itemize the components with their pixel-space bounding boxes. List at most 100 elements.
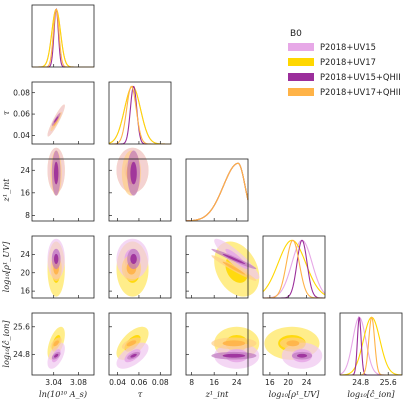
xaxis-label-As: ln(10¹⁰ A_s): [39, 389, 87, 399]
panel-As-As: [31, 4, 95, 68]
yaxis-label-rho: log₁₀[ρ¹_UV]: [1, 241, 11, 293]
ytick-label: 0.06: [13, 110, 30, 119]
legend-swatch-0: [288, 43, 314, 51]
legend: B0 P2018+UV15 P2018+UV17 P2018+UV15+QHII P20…: [288, 29, 401, 97]
panel-frame: [31, 158, 95, 222]
panel-tau-cion: 0.04 0.06 0.08: [108, 312, 172, 387]
xtick-label: 3.04: [45, 378, 62, 387]
legend-swatch-1: [288, 58, 314, 66]
xtick-label: 0.08: [152, 378, 169, 387]
panel-zint-rho: [185, 235, 260, 299]
xaxis-label-rho: log₁₀[ρ¹_UV]: [269, 389, 321, 399]
marginal-line-As-2: [32, 7, 94, 68]
panels: 0.04 0.06 0.08 8 16 24 16 20 24 3.04 3.08 24.8 25.6 0…: [1, 4, 403, 399]
marginal-line-rho-3: [263, 239, 325, 299]
panel-frame: [31, 81, 95, 145]
yaxis-label-cion: log₁₀[ĉ_ion]: [1, 320, 11, 368]
panel-zint-zint: [185, 158, 249, 222]
marginal-line-As-1: [32, 8, 94, 68]
panel-frame: [185, 158, 249, 222]
ytick-label: 24: [20, 250, 30, 259]
marginal-line-tau-2: [109, 85, 171, 145]
ytick-label: 20: [20, 268, 30, 277]
panel-frame: [339, 312, 403, 376]
panel-rho-rho: [262, 235, 326, 299]
legend-swatch-3: [288, 88, 314, 96]
panel-tau-tau: [108, 81, 172, 145]
marginal-line-cion-3: [340, 316, 402, 376]
contour-As-tau-s2-inner: [54, 116, 59, 123]
contour-tau-cion-s3-inner: [126, 340, 137, 347]
contour-tau-zint-s2-inner: [130, 161, 137, 185]
panel-zint-cion: 8 16 24: [185, 312, 260, 387]
contour-As-rho-s2-inner: [54, 253, 59, 265]
legend-entry-3: P2018+UV17+QHII: [320, 87, 401, 97]
ytick-label: 16: [20, 287, 30, 296]
panel-frame: [108, 312, 172, 376]
panel-frame: [31, 235, 95, 299]
panel-As-zint: 8 16 24: [20, 147, 95, 222]
ytick-label: 24.8: [13, 350, 30, 359]
marginal-line-zint-0: [185, 162, 249, 222]
xtick-label: 0.06: [130, 378, 147, 387]
contour-As-cion-s2-inner: [54, 353, 59, 358]
ytick-label: 8: [25, 211, 30, 220]
legend-swatch-2: [288, 73, 314, 81]
marginal-line-As-3: [32, 8, 94, 68]
marginal-line-cion-1: [339, 316, 403, 376]
yaxis-label-tau: τ: [1, 110, 11, 115]
legend-entry-0: P2018+UV15: [320, 42, 376, 52]
contour-rho-cion-s3-inner: [286, 340, 300, 347]
legend-entry-2: P2018+UV15+QHII: [320, 72, 401, 82]
xaxis-label-cion: log₁₀[ĉ_ion]: [347, 389, 395, 399]
panel-frame: [108, 81, 172, 145]
panel-tau-rho: [108, 235, 172, 299]
panel-As-rho: 16 20 24: [20, 235, 95, 299]
marginal-line-cion-2: [340, 316, 402, 376]
contour-tau-rho-s2-inner: [130, 253, 137, 265]
panel-rho-cion: 16 20 24: [262, 312, 326, 387]
xaxis-label-tau: τ: [138, 389, 143, 399]
panel-frame: [262, 312, 326, 376]
panel-frame: [31, 4, 95, 68]
xtick-label: 0.04: [109, 378, 126, 387]
xtick-label: 24.8: [352, 378, 369, 387]
panel-frame: [185, 312, 249, 376]
panel-frame: [31, 312, 95, 376]
legend-entry-1: P2018+UV17: [320, 57, 376, 67]
contour-zint-cion-s2-inner: [222, 353, 246, 358]
panel-frame: [262, 235, 326, 299]
marginal-line-zint-3: [185, 162, 249, 222]
marginal-line-cion-0: [339, 316, 402, 376]
ytick-label: 16: [20, 188, 30, 197]
xtick-label: 16: [265, 378, 275, 387]
marginal-line-zint-1: [185, 162, 249, 222]
marginal-line-rho-2: [263, 239, 325, 299]
legend-title: B0: [290, 29, 302, 39]
xtick-label: 25.6: [380, 378, 397, 387]
marginal-line-As-0: [32, 8, 94, 68]
contour-zint-cion-s3-inner: [222, 340, 246, 347]
contour-zint-rho-s2-inner: [222, 253, 246, 265]
contour-As-zint-s2-inner: [54, 161, 59, 185]
panel-frame: [108, 158, 172, 222]
marginal-line-zint-2: [185, 162, 249, 222]
contour-tau-cion-s2-inner: [130, 353, 137, 358]
marginal-line-rho-0: [262, 239, 326, 299]
xtick-label: 16: [209, 378, 219, 387]
xtick-label: 20: [283, 378, 293, 387]
xtick-label: 3.08: [70, 378, 87, 387]
marginal-line-rho-1: [262, 239, 326, 296]
ytick-label: 24: [20, 166, 30, 175]
panel-As-cion: 3.04 3.08 24.8 25.6: [13, 312, 95, 387]
panel-frame: [185, 235, 249, 299]
contour-As-cion-s3-inner: [53, 340, 59, 347]
contour-zint-rho-s3-inner: [222, 261, 246, 275]
xtick-label: 24: [302, 378, 312, 387]
panel-As-tau: 0.04 0.06 0.08: [13, 81, 95, 145]
panel-frame: [108, 235, 172, 299]
contour-rho-cion-s2-inner: [296, 353, 308, 358]
xaxis-label-zint: z¹_int: [205, 389, 230, 399]
panel-cion-cion: 24.8 25.6: [339, 312, 403, 387]
